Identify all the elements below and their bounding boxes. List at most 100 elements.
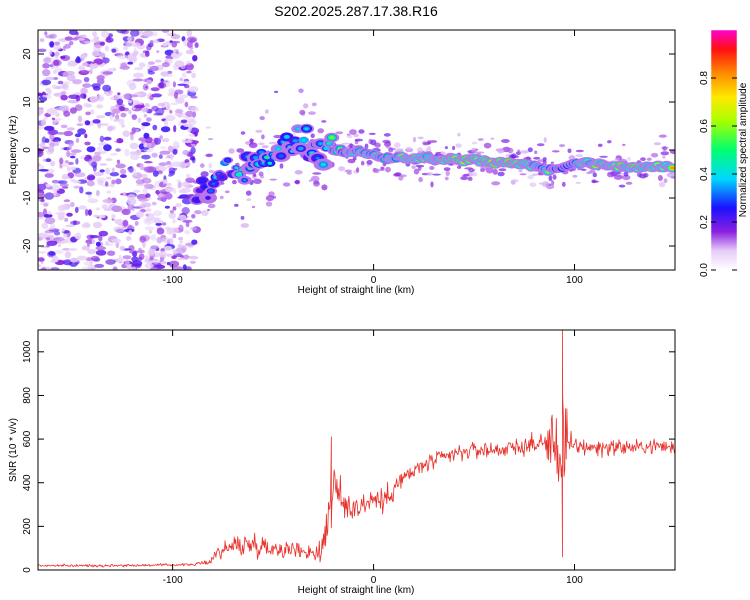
noise-blob bbox=[141, 154, 151, 160]
noise-blob bbox=[125, 236, 132, 241]
noise-blob bbox=[90, 38, 100, 43]
ridge-halo-blob bbox=[228, 148, 235, 154]
ridge-halo-blob bbox=[548, 175, 553, 182]
noise-blob bbox=[74, 133, 81, 138]
noise-blob bbox=[57, 243, 62, 247]
noise-blob bbox=[58, 180, 68, 185]
ridge-blob bbox=[278, 154, 284, 158]
noise-blob bbox=[129, 142, 139, 150]
noise-blob bbox=[122, 219, 129, 227]
noise-blob bbox=[38, 183, 47, 191]
ridge-halo-blob bbox=[224, 190, 230, 194]
ridge-halo-blob bbox=[592, 180, 599, 183]
ridge-halo-blob bbox=[399, 174, 407, 178]
noise-blob bbox=[164, 182, 172, 187]
noise-blob bbox=[189, 140, 199, 145]
snr-xlabel: Height of straight line (km) bbox=[298, 585, 415, 596]
ridge-halo-blob bbox=[627, 156, 631, 161]
noise-blob bbox=[135, 129, 140, 132]
noise-blob bbox=[116, 54, 128, 60]
noise-blob bbox=[93, 171, 104, 177]
ridge-halo-blob bbox=[452, 145, 456, 151]
ridge-halo-blob bbox=[248, 142, 258, 149]
noise-blob bbox=[53, 45, 62, 51]
ridge-halo-blob bbox=[520, 150, 529, 154]
noise-blob bbox=[52, 59, 62, 67]
noise-blob bbox=[56, 132, 65, 135]
noise-blob bbox=[53, 189, 57, 196]
noise-blob bbox=[52, 84, 57, 90]
noise-blob bbox=[162, 137, 170, 143]
noise-blob bbox=[51, 139, 59, 142]
ridge-halo-blob bbox=[662, 155, 666, 159]
noise-blob bbox=[116, 138, 124, 144]
noise-blob bbox=[130, 133, 134, 141]
noise-blob bbox=[39, 38, 45, 42]
noise-blob bbox=[95, 246, 106, 251]
noise-blob bbox=[190, 146, 196, 154]
ridge-halo-blob bbox=[311, 102, 317, 107]
noise-blob bbox=[63, 110, 71, 117]
noise-blob bbox=[111, 48, 117, 53]
noise-blob bbox=[191, 239, 198, 245]
ridge-halo-blob bbox=[444, 146, 448, 150]
noise-blob bbox=[141, 173, 148, 180]
noise-blob bbox=[84, 208, 89, 216]
noise-blob bbox=[165, 253, 174, 257]
noise-blob bbox=[161, 30, 170, 33]
snr-plot-area bbox=[38, 330, 675, 568]
noise-blob bbox=[38, 125, 44, 130]
noise-blob bbox=[120, 112, 127, 118]
noise-blob bbox=[61, 83, 68, 89]
noise-blob bbox=[137, 247, 142, 254]
noise-blob bbox=[75, 158, 79, 165]
ridge-halo-blob bbox=[646, 157, 652, 161]
ridge-halo-blob bbox=[317, 128, 325, 134]
noise-blob bbox=[61, 175, 70, 180]
ridge-halo-blob bbox=[527, 147, 533, 153]
noise-blob bbox=[165, 58, 173, 64]
noise-blob bbox=[128, 165, 134, 173]
noise-blob bbox=[109, 113, 114, 121]
noise-blob bbox=[153, 113, 164, 116]
noise-blob bbox=[107, 250, 116, 256]
noise-blob bbox=[168, 212, 177, 219]
noise-blob bbox=[48, 251, 56, 256]
snr-series-line bbox=[38, 330, 675, 568]
noise-blob bbox=[46, 240, 58, 246]
noise-blob bbox=[135, 211, 144, 218]
noise-blob bbox=[47, 210, 52, 215]
ridge-halo-blob bbox=[614, 157, 620, 162]
ridge-halo-blob bbox=[194, 210, 202, 215]
noise-blob bbox=[136, 163, 144, 168]
noise-blob bbox=[67, 204, 71, 208]
ridge-blob bbox=[212, 183, 215, 185]
noise-blob bbox=[64, 36, 73, 41]
noise-blob bbox=[175, 145, 180, 148]
ridge-halo-blob bbox=[640, 157, 646, 162]
ridge-halo-blob bbox=[527, 174, 534, 180]
noise-blob bbox=[65, 224, 75, 228]
ridge-halo-blob bbox=[232, 179, 237, 185]
ridge-halo-blob bbox=[208, 162, 212, 169]
noise-blob bbox=[95, 241, 101, 247]
ridge-halo-blob bbox=[349, 129, 357, 135]
noise-blob bbox=[115, 178, 122, 185]
ridge-halo-blob bbox=[207, 208, 210, 212]
colorbar-scale bbox=[711, 30, 737, 270]
noise-blob bbox=[44, 217, 56, 225]
noise-blob bbox=[168, 260, 180, 268]
ridge-halo-blob bbox=[669, 149, 675, 154]
noise-blob bbox=[78, 66, 86, 71]
noise-blob bbox=[171, 41, 178, 48]
ridge-halo-blob bbox=[310, 133, 315, 138]
ridge-halo-blob bbox=[597, 143, 603, 147]
noise-blob bbox=[117, 92, 121, 96]
noise-blob bbox=[85, 111, 91, 116]
ridge-blob bbox=[200, 179, 205, 183]
ridge-halo-blob bbox=[623, 171, 629, 177]
y-tick-label: 200 bbox=[22, 518, 33, 535]
ridge-halo-blob bbox=[265, 201, 273, 207]
noise-blob bbox=[84, 120, 91, 126]
y-tick-label: 10 bbox=[22, 96, 33, 108]
